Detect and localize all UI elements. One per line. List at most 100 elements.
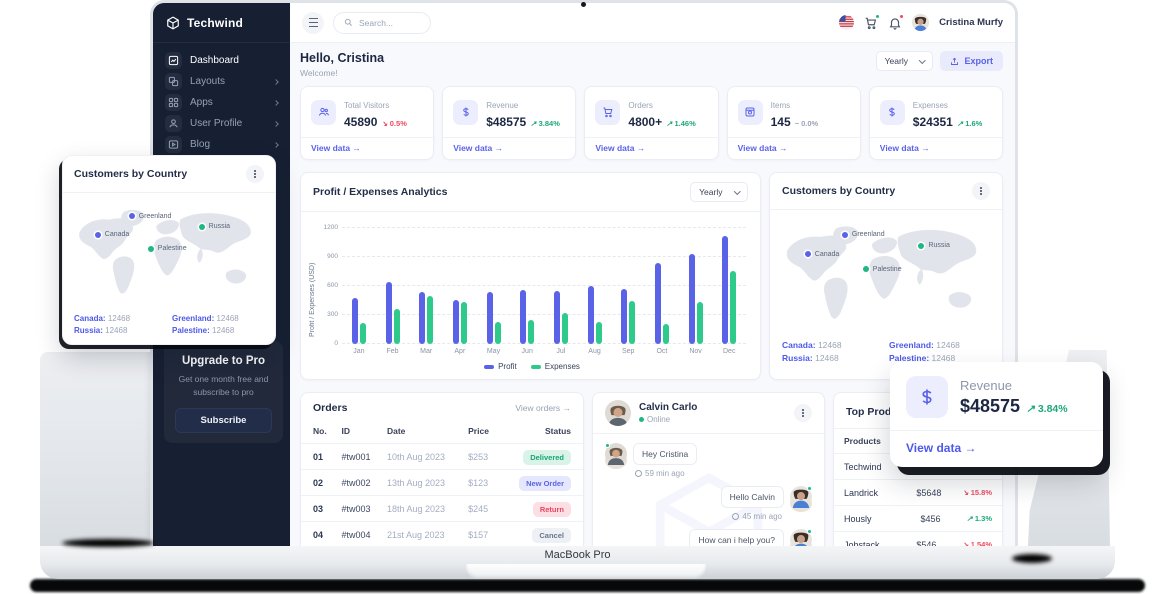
bar-expenses-apr: [460, 302, 467, 344]
sidebar-item-blog[interactable]: Blog: [153, 134, 290, 155]
more-options-icon[interactable]: [246, 165, 264, 183]
subscribe-button[interactable]: Subscribe: [174, 407, 273, 433]
status-badge: New Order: [519, 475, 571, 491]
language-flag-icon[interactable]: [839, 15, 855, 30]
chevron-down-icon: [919, 56, 926, 64]
view-data-link[interactable]: View data →: [890, 430, 1103, 467]
chart-period-select[interactable]: Yearly: [690, 182, 748, 202]
bar-expenses-jun: [528, 319, 535, 344]
status-badge: Cancel: [532, 527, 571, 543]
bar-expenses-aug: [595, 322, 602, 344]
techwind-logo-icon: [167, 15, 179, 30]
map-marker-greenland: Greenland: [128, 213, 171, 220]
bar-profit-sep: [621, 289, 628, 344]
chevron-right-icon: [273, 141, 279, 148]
view-data-link[interactable]: View data →: [869, 137, 1002, 159]
chevron-right-icon: [273, 78, 279, 85]
chevron-down-icon: [733, 187, 740, 195]
stat-value: $24351 ↗ 1.6%: [912, 115, 983, 129]
view-orders-link[interactable]: View orders →: [515, 403, 571, 413]
stat-value: 45890 ↘ 0.5%: [344, 115, 407, 129]
order-row: 02 #tw002 13th Aug 2023 $123 New Order: [301, 469, 583, 496]
message-bubble: Hello Calvin: [720, 486, 784, 508]
country-legend: Canada: 12468 Greenland: 12468 Russia: 1…: [782, 340, 960, 363]
card-title: Customers by Country: [74, 168, 188, 180]
map-marker-russia: Russia: [198, 223, 230, 230]
y-axis-label: Profit / Expenses (USD): [309, 262, 316, 337]
map-marker-palestine: Palestine: [862, 266, 902, 273]
col-no: No.: [313, 426, 327, 436]
customers-by-country-card: Customers by Country: [769, 172, 1003, 380]
sidebar-item-label: User Profile: [190, 118, 243, 129]
topbar: Search...: [290, 3, 1015, 43]
stat-label: Total Visitors: [344, 101, 390, 110]
map-marker-greenland: Greenland: [841, 231, 885, 238]
sidebar-item-layouts[interactable]: Layouts: [153, 71, 290, 92]
chevron-right-icon: [273, 120, 279, 127]
message-time: 45 min ago: [605, 512, 782, 521]
chat-message: Hello Calvin: [605, 486, 812, 512]
webcam-dot: [581, 2, 586, 7]
x-axis-labels: Jan Feb Mar Apr May Jun Jul Aug Sep Oct Nov Dec: [353, 348, 736, 355]
sidebar-item-label: Blog: [190, 139, 211, 150]
stat-value: 145 ~ 0.0%: [770, 115, 819, 129]
device-label: MacBook Pro: [544, 549, 611, 561]
cart-icon: [595, 99, 621, 125]
bar-profit-aug: [587, 286, 594, 344]
bar-profit-mar: [419, 291, 426, 344]
notifications-bell-icon[interactable]: [888, 13, 905, 30]
chevron-right-icon: [273, 99, 279, 106]
apps-icon: [168, 97, 179, 108]
sidebar-item-user-profile[interactable]: User Profile: [153, 113, 290, 134]
shadow-smudge: [1012, 554, 1052, 563]
map-marker-canada: Canada: [94, 231, 129, 238]
period-select[interactable]: Yearly: [875, 51, 934, 71]
user-avatar[interactable]: [912, 14, 930, 31]
online-dot: [807, 529, 812, 534]
bar-expenses-sep: [629, 300, 636, 344]
bar-profit-feb: [385, 282, 392, 344]
view-data-link[interactable]: View data →: [301, 137, 434, 159]
analytics-chart-card: Profit / Expenses Analytics Yearly Profi…: [300, 172, 761, 380]
export-button[interactable]: Export: [940, 51, 1003, 71]
chat-message: Hey Cristina: [605, 443, 812, 469]
logo-text: Techwind: [187, 15, 244, 30]
product-row: Jobstack $546 ↘ 1.54%: [834, 531, 1002, 546]
orders-card: Orders View orders → No. ID Date Price S…: [300, 392, 584, 546]
clock-icon: [732, 513, 740, 520]
col-id: ID: [341, 426, 350, 436]
cart-status-dot: [875, 13, 881, 19]
view-data-link[interactable]: View data →: [443, 137, 576, 159]
sidebar-item-apps[interactable]: Apps: [153, 92, 290, 113]
users-icon: [311, 99, 336, 125]
view-data-link[interactable]: View data →: [585, 137, 718, 159]
more-options-icon[interactable]: [794, 404, 812, 422]
bar-expenses-nov: [696, 302, 703, 344]
dashboard-icon: [168, 55, 179, 66]
more-options-icon[interactable]: [972, 182, 990, 200]
sidebar-item-label: Layouts: [190, 76, 226, 87]
bar-profit-nov: [688, 254, 695, 344]
cart-icon[interactable]: [864, 13, 881, 30]
logo[interactable]: Techwind: [153, 3, 290, 43]
bar-profit-dec: [722, 235, 729, 344]
online-dot: [807, 486, 812, 491]
menu-toggle-icon[interactable]: [302, 11, 324, 34]
card-title: Orders: [313, 402, 348, 414]
notification-status-dot: [899, 13, 905, 19]
stat-label: Revenue: [960, 377, 1013, 393]
view-data-link[interactable]: View data →: [727, 137, 860, 159]
sidebar-item-dashboard[interactable]: Dashboard: [153, 50, 290, 71]
user-name[interactable]: Cristina Murfy: [939, 17, 1003, 28]
bar-expenses-jan: [359, 322, 366, 344]
upgrade-body: Get one month free and subscribe to pro: [178, 374, 269, 397]
chat-message: How can i help you?: [605, 529, 812, 546]
bar-plot: 0 300 600 900 1200: [324, 224, 746, 347]
bar-profit-apr: [452, 299, 459, 344]
world-map: Canada Greenland Russia Palestine: [63, 193, 275, 309]
col-price: Price: [468, 426, 489, 436]
trackpad-notch: [466, 564, 706, 579]
search-input[interactable]: Search...: [333, 11, 431, 34]
chart-legend: Profit Expenses: [318, 362, 746, 371]
bar-expenses-mar: [427, 295, 434, 344]
